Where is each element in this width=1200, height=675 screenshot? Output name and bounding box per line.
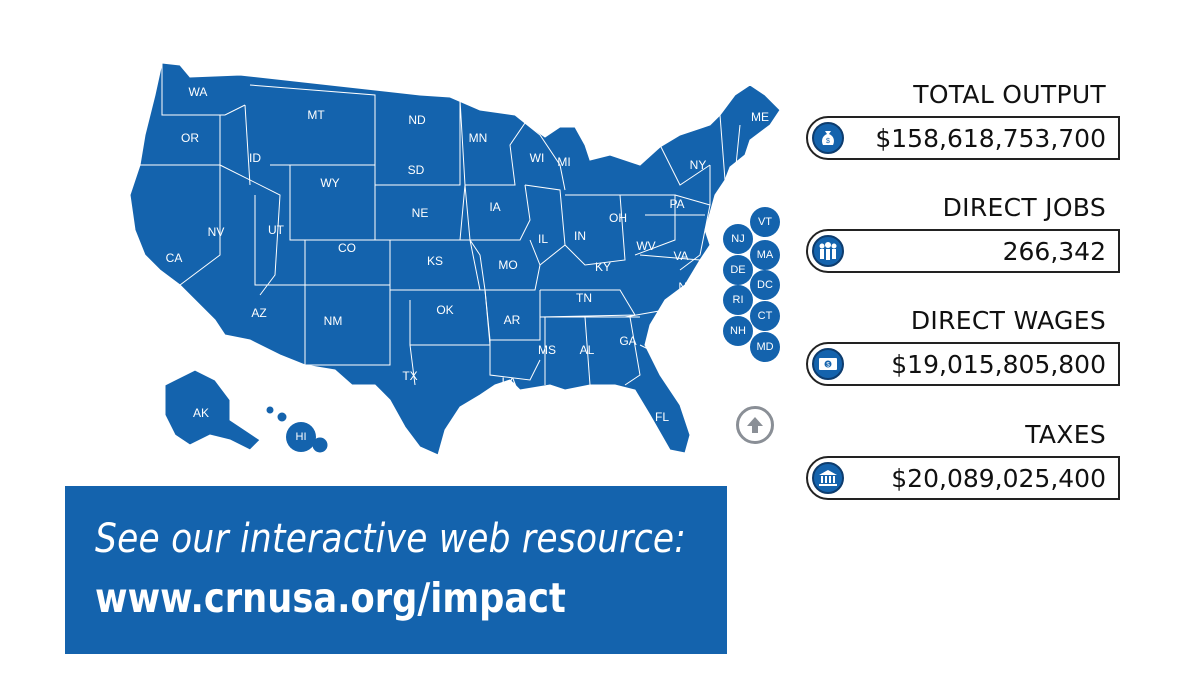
total-output-box: $ $158,618,753,700: [806, 116, 1120, 160]
state-label-al[interactable]: AL: [579, 343, 595, 357]
state-bubble-ri[interactable]: RI: [723, 285, 753, 315]
state-bubble-de[interactable]: DE: [723, 255, 753, 285]
state-label-fl[interactable]: FL: [654, 410, 670, 424]
state-label-ok[interactable]: OK: [436, 303, 454, 317]
money-bag-icon: $: [812, 122, 844, 154]
people-icon: [812, 235, 844, 267]
svg-text:$: $: [826, 138, 830, 145]
taxes-value: $20,089,025,400: [891, 464, 1106, 493]
state-label-az[interactable]: AZ: [251, 306, 267, 320]
state-label-ia[interactable]: IA: [489, 200, 501, 214]
total-output-label: TOTAL OUTPUT: [913, 80, 1106, 109]
state-label-ne[interactable]: NE: [411, 206, 429, 220]
state-label-id[interactable]: ID: [249, 151, 261, 165]
state-bubble-nj[interactable]: NJ: [723, 224, 753, 254]
state-label-tn[interactable]: TN: [576, 291, 592, 305]
direct-wages-value: $19,015,805,800: [891, 350, 1106, 379]
state-label-va[interactable]: VA: [673, 249, 689, 263]
state-label-co[interactable]: CO: [338, 241, 356, 255]
scroll-up-button[interactable]: [736, 406, 774, 444]
state-label-ky[interactable]: KY: [594, 260, 612, 274]
direct-wages-box: $ $19,015,805,800: [806, 342, 1120, 386]
banner-tagline: See our interactive web resource:: [95, 516, 687, 562]
state-bubble-nh[interactable]: NH: [723, 316, 753, 346]
state-label-ks[interactable]: KS: [426, 254, 444, 268]
svg-text:$: $: [826, 363, 830, 369]
state-label-nm[interactable]: NM: [323, 314, 343, 328]
state-bubble-md[interactable]: MD: [750, 332, 780, 362]
state-label-nv[interactable]: NV: [207, 225, 225, 239]
taxes-label: TAXES: [1025, 420, 1106, 449]
banner-url-link[interactable]: www.crnusa.org/impact: [95, 574, 566, 622]
state-label-sd[interactable]: SD: [407, 163, 425, 177]
state-label-ak[interactable]: AK: [192, 406, 210, 420]
state-label-il[interactable]: IL: [537, 232, 549, 246]
state-bubble-ct[interactable]: CT: [750, 301, 780, 331]
state-bubble-ma[interactable]: MA: [750, 240, 780, 270]
direct-jobs-value: 266,342: [1002, 237, 1106, 266]
direct-jobs-label: DIRECT JOBS: [942, 193, 1106, 222]
state-label-mo[interactable]: MO: [498, 258, 518, 272]
state-label-me[interactable]: ME: [751, 110, 769, 124]
state-label-wi[interactable]: WI: [529, 151, 545, 165]
state-bubble-hi[interactable]: HI: [286, 422, 316, 452]
taxes-box: $20,089,025,400: [806, 456, 1120, 500]
bank-icon: [812, 462, 844, 494]
state-label-ut[interactable]: UT: [268, 223, 284, 237]
total-output-value: $158,618,753,700: [875, 124, 1106, 153]
state-label-nc[interactable]: NC: [678, 280, 696, 294]
state-label-tx[interactable]: TX: [402, 369, 418, 383]
state-label-ar[interactable]: AR: [503, 313, 521, 327]
us-map-shape: [129, 62, 781, 456]
arrow-up-icon: [747, 417, 763, 433]
state-label-or[interactable]: OR: [181, 131, 199, 145]
state-label-nd[interactable]: ND: [408, 113, 426, 127]
state-label-mt[interactable]: MT: [307, 108, 325, 122]
state-label-wa[interactable]: WA: [188, 85, 208, 99]
state-label-ms[interactable]: MS: [538, 343, 556, 357]
state-label-wy[interactable]: WY: [320, 176, 340, 190]
state-label-mi[interactable]: MI: [557, 155, 571, 169]
direct-wages-label: DIRECT WAGES: [910, 306, 1106, 335]
state-label-sc[interactable]: SC: [654, 315, 672, 329]
us-map[interactable]: WA OR CA ID NV MT WY UT AZ CO NM ND SD N…: [120, 55, 800, 465]
state-label-oh[interactable]: OH: [609, 211, 627, 225]
state-label-ca[interactable]: CA: [165, 251, 183, 265]
cash-icon: $: [812, 348, 844, 380]
state-label-ny[interactable]: NY: [689, 158, 707, 172]
state-bubble-dc[interactable]: DC: [750, 270, 780, 300]
state-label-ga[interactable]: GA: [619, 334, 637, 348]
direct-jobs-box: 266,342: [806, 229, 1120, 273]
state-label-pa[interactable]: PA: [669, 197, 685, 211]
state-bubble-vt[interactable]: VT: [750, 207, 780, 237]
state-label-la[interactable]: LA: [501, 375, 517, 389]
state-label-mn[interactable]: MN: [468, 131, 488, 145]
state-label-in[interactable]: IN: [574, 229, 586, 243]
state-label-wv[interactable]: WV: [636, 239, 656, 253]
web-resource-banner[interactable]: See our interactive web resource: www.cr…: [65, 486, 727, 654]
